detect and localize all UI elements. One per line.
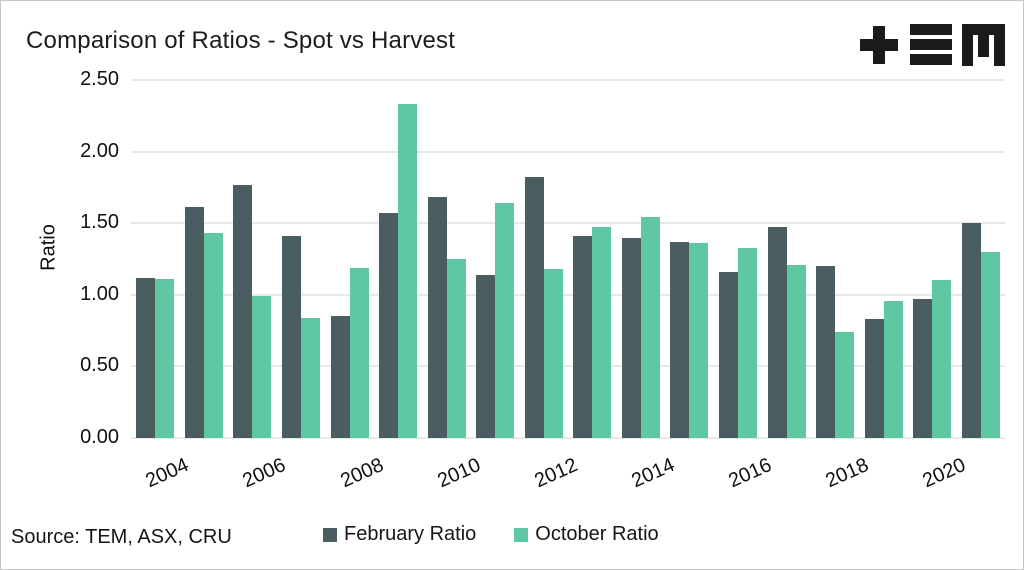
bar-october-2005 bbox=[203, 233, 223, 438]
bar-february-2010 bbox=[427, 197, 447, 438]
bar-february-2011 bbox=[476, 274, 496, 438]
y-tick-label: 1.00 bbox=[80, 282, 119, 305]
gridline-y-2.00 bbox=[131, 150, 1005, 153]
bar-february-2018 bbox=[816, 266, 836, 438]
y-tick-label: 1.50 bbox=[80, 211, 119, 234]
legend-item-october: October Ratio bbox=[514, 523, 659, 546]
y-tick-label: 0.00 bbox=[80, 426, 119, 448]
bar-february-2015 bbox=[670, 241, 690, 438]
gridline-y-0.50 bbox=[131, 365, 1005, 368]
x-tick-label-2008: 2008 bbox=[336, 454, 387, 493]
bar-october-2018 bbox=[835, 332, 855, 438]
tem-logo-icon bbox=[860, 24, 1005, 66]
x-tick-label-2010: 2010 bbox=[433, 454, 484, 493]
bar-february-2021 bbox=[961, 223, 981, 438]
bar-october-2011 bbox=[495, 203, 515, 438]
legend-label-october: October Ratio bbox=[535, 523, 659, 545]
bar-october-2012 bbox=[543, 269, 563, 438]
bar-february-2007 bbox=[281, 236, 301, 438]
source-note: Source: TEM, ASX, CRU bbox=[11, 526, 232, 548]
bar-october-2019 bbox=[883, 300, 903, 438]
bar-october-2008 bbox=[349, 267, 369, 438]
bar-february-2008 bbox=[330, 316, 350, 438]
gridline-y-2.50 bbox=[131, 79, 1005, 81]
x-tick-label-2004: 2004 bbox=[142, 454, 193, 493]
x-tick-label-2006: 2006 bbox=[239, 454, 290, 493]
gridline-y-1.00 bbox=[131, 293, 1005, 296]
bar-february-2005 bbox=[184, 207, 204, 438]
x-tick-label-2016: 2016 bbox=[725, 454, 775, 493]
legend-item-february: February Ratio bbox=[323, 523, 476, 546]
february-swatch-icon bbox=[323, 527, 337, 542]
bar-october-2014 bbox=[640, 217, 660, 438]
bar-february-2020 bbox=[913, 299, 933, 438]
bar-october-2017 bbox=[786, 264, 806, 438]
legend: February Ratio October Ratio bbox=[323, 523, 659, 546]
bar-october-2015 bbox=[689, 243, 709, 438]
october-swatch-icon bbox=[514, 527, 529, 542]
bar-october-2016 bbox=[737, 247, 757, 438]
x-tick-label-2014: 2014 bbox=[628, 454, 678, 493]
bar-october-2004 bbox=[155, 279, 175, 438]
bar-february-2013 bbox=[573, 236, 593, 438]
bar-february-2012 bbox=[524, 177, 544, 438]
y-tick-label: 2.50 bbox=[80, 68, 119, 90]
y-tick-label: 2.00 bbox=[80, 139, 119, 162]
bar-october-2006 bbox=[252, 296, 272, 438]
bar-october-2009 bbox=[398, 104, 418, 438]
bar-october-2013 bbox=[592, 227, 612, 438]
bar-october-2010 bbox=[446, 259, 466, 438]
bar-february-2004 bbox=[136, 277, 156, 438]
x-tick-label-2020: 2020 bbox=[919, 454, 970, 493]
y-tick-label: 0.50 bbox=[80, 354, 119, 377]
bar-october-2020 bbox=[932, 280, 952, 438]
bar-october-2007 bbox=[300, 317, 320, 438]
bar-february-2009 bbox=[379, 213, 399, 438]
gridline-y-1.50 bbox=[131, 222, 1005, 225]
legend-label-february: February Ratio bbox=[344, 523, 477, 545]
bar-february-2014 bbox=[621, 237, 641, 438]
bar-february-2016 bbox=[718, 271, 738, 438]
bar-february-2019 bbox=[864, 319, 884, 438]
y-axis-title: Ratio bbox=[37, 224, 60, 271]
bar-october-2021 bbox=[980, 251, 1000, 438]
chart-title: Comparison of Ratios - Spot vs Harvest bbox=[26, 27, 456, 54]
bar-february-2006 bbox=[233, 184, 253, 438]
x-tick-label-2018: 2018 bbox=[822, 454, 872, 493]
gridline-y-0.00 bbox=[131, 437, 1005, 439]
x-tick-label-2012: 2012 bbox=[531, 454, 581, 493]
bar-february-2017 bbox=[767, 227, 787, 438]
